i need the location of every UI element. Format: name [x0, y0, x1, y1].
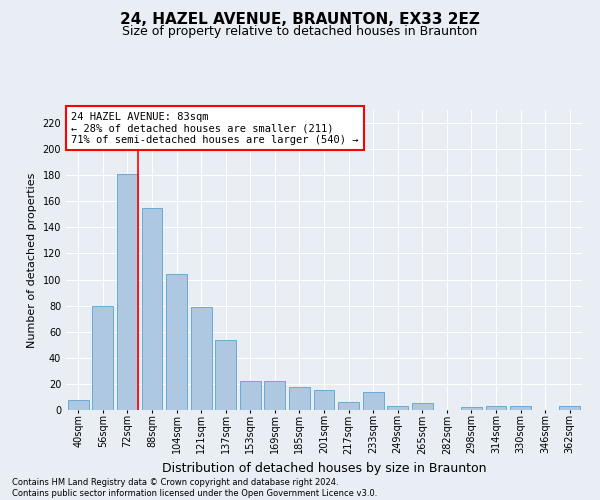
Y-axis label: Number of detached properties: Number of detached properties [27, 172, 37, 348]
Bar [92, 306, 113, 410]
Bar [142, 208, 163, 410]
Bar [461, 408, 482, 410]
Bar [117, 174, 138, 410]
Text: Size of property relative to detached houses in Braunton: Size of property relative to detached ho… [122, 25, 478, 38]
Text: Contains HM Land Registry data © Crown copyright and database right 2024.
Contai: Contains HM Land Registry data © Crown c… [12, 478, 377, 498]
Bar [485, 406, 506, 410]
Bar [559, 406, 580, 410]
Text: 24, HAZEL AVENUE, BRAUNTON, EX33 2EZ: 24, HAZEL AVENUE, BRAUNTON, EX33 2EZ [120, 12, 480, 28]
Bar [166, 274, 187, 410]
Bar [314, 390, 334, 410]
Bar [510, 406, 531, 410]
Text: 24 HAZEL AVENUE: 83sqm
← 28% of detached houses are smaller (211)
71% of semi-de: 24 HAZEL AVENUE: 83sqm ← 28% of detached… [71, 112, 359, 144]
Bar [68, 400, 89, 410]
Bar [362, 392, 383, 410]
Bar [265, 382, 286, 410]
Bar [338, 402, 359, 410]
Bar [412, 404, 433, 410]
Bar [289, 386, 310, 410]
X-axis label: Distribution of detached houses by size in Braunton: Distribution of detached houses by size … [162, 462, 486, 475]
Bar [240, 382, 261, 410]
Bar [215, 340, 236, 410]
Bar [387, 406, 408, 410]
Bar [191, 307, 212, 410]
